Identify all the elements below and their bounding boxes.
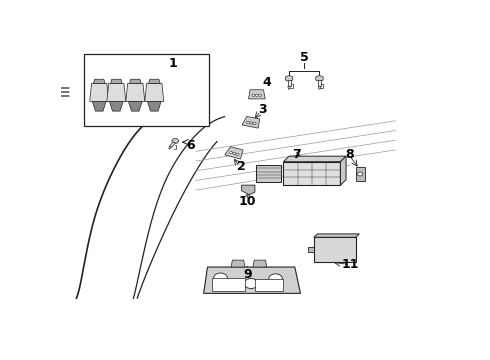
Polygon shape <box>316 75 323 82</box>
Text: 9: 9 <box>243 268 252 281</box>
Circle shape <box>358 172 363 176</box>
Polygon shape <box>253 260 267 267</box>
Text: 7: 7 <box>293 148 301 161</box>
Polygon shape <box>248 90 265 99</box>
Bar <box>212 278 245 291</box>
Circle shape <box>252 94 255 96</box>
Polygon shape <box>314 234 359 237</box>
Polygon shape <box>308 247 314 252</box>
Polygon shape <box>225 147 243 159</box>
Polygon shape <box>318 86 320 89</box>
Circle shape <box>246 121 249 123</box>
Polygon shape <box>107 84 126 102</box>
Circle shape <box>236 153 239 156</box>
Polygon shape <box>129 79 141 84</box>
Polygon shape <box>285 75 293 82</box>
Polygon shape <box>148 79 160 84</box>
Polygon shape <box>356 167 365 181</box>
Polygon shape <box>172 139 179 143</box>
Polygon shape <box>288 86 290 89</box>
Polygon shape <box>145 84 164 102</box>
Text: 5: 5 <box>300 50 309 64</box>
Bar <box>256 165 281 182</box>
Polygon shape <box>204 267 300 293</box>
Polygon shape <box>111 79 122 84</box>
Bar <box>84 54 209 126</box>
Polygon shape <box>109 102 123 111</box>
Circle shape <box>245 279 258 288</box>
Circle shape <box>259 94 262 96</box>
Circle shape <box>233 152 236 154</box>
Circle shape <box>255 94 258 96</box>
Circle shape <box>230 152 233 154</box>
Polygon shape <box>147 102 161 111</box>
Polygon shape <box>94 79 105 84</box>
Polygon shape <box>169 147 171 149</box>
Polygon shape <box>283 156 346 162</box>
Polygon shape <box>126 84 145 102</box>
Text: 2: 2 <box>237 160 246 173</box>
Bar <box>283 162 341 185</box>
Polygon shape <box>242 185 255 195</box>
Polygon shape <box>318 80 321 86</box>
Circle shape <box>250 122 253 124</box>
Circle shape <box>214 273 227 283</box>
Text: 3: 3 <box>258 103 267 116</box>
Text: 10: 10 <box>239 195 256 208</box>
Bar <box>255 279 283 291</box>
Circle shape <box>269 274 282 284</box>
Polygon shape <box>128 102 142 111</box>
Bar <box>314 237 356 262</box>
Text: 8: 8 <box>345 148 354 161</box>
Polygon shape <box>288 80 291 86</box>
Text: 11: 11 <box>341 258 359 271</box>
Text: 1: 1 <box>169 58 178 71</box>
Polygon shape <box>93 102 106 111</box>
Text: 4: 4 <box>262 76 270 89</box>
Circle shape <box>253 122 256 125</box>
Polygon shape <box>341 156 346 185</box>
Text: 6: 6 <box>186 139 195 152</box>
Polygon shape <box>90 84 109 102</box>
Polygon shape <box>231 260 245 267</box>
Polygon shape <box>242 116 260 128</box>
Polygon shape <box>170 142 175 147</box>
